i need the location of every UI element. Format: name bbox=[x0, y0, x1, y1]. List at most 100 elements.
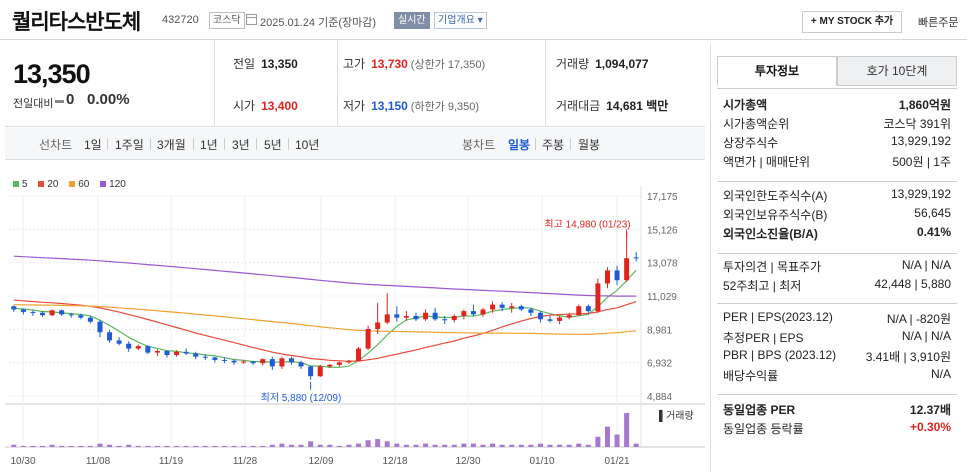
legend-ma5: 5 bbox=[13, 179, 28, 190]
add-my-stock-button[interactable]: + MY STOCK 추가 bbox=[802, 11, 902, 33]
volume-bar bbox=[288, 444, 294, 447]
info-label: 시가총액 bbox=[723, 98, 768, 112]
volume-bar bbox=[432, 444, 438, 447]
info-value: 42,448 | 5,880 bbox=[874, 277, 951, 291]
candle-body bbox=[78, 315, 84, 318]
y-tick-label: 17,175 bbox=[647, 192, 678, 203]
candle-body bbox=[576, 306, 582, 316]
volume-bar bbox=[470, 443, 476, 447]
price-box: 13,350 전일대비 0 0.00% bbox=[5, 40, 215, 127]
info-label: 배당수익률 bbox=[723, 369, 779, 383]
candle-body bbox=[537, 312, 543, 320]
info-row: 투자의견 | 목표주가 N/A | N/A bbox=[723, 258, 951, 276]
quote-summary: 13,350 전일대비 0 0.00% 전일 13,350 고가 13,730 (상한… bbox=[5, 40, 705, 127]
info-value: N/A | N/A bbox=[901, 258, 951, 272]
volume-bar bbox=[164, 445, 170, 447]
volume-bar bbox=[135, 445, 141, 447]
panel-tabs: 투자정보 호가 10단계 bbox=[717, 56, 957, 86]
info-label: PER | EPS(2023.12) bbox=[723, 310, 833, 324]
volume-bar bbox=[298, 444, 304, 447]
ma20-line bbox=[13, 299, 637, 362]
candle-body bbox=[20, 309, 26, 312]
volume-bar bbox=[145, 445, 151, 447]
period-3m[interactable]: 3개월 bbox=[157, 138, 186, 152]
volume-bar bbox=[614, 434, 620, 447]
divider bbox=[337, 40, 338, 127]
volume-bar bbox=[269, 444, 275, 447]
candle-body bbox=[384, 314, 390, 323]
volume-bar bbox=[384, 441, 390, 447]
volume-bar bbox=[413, 444, 419, 447]
legend-ma20: 20 bbox=[38, 179, 58, 190]
period-monthly[interactable]: 월봉 bbox=[578, 138, 601, 152]
volume-bar bbox=[183, 445, 189, 447]
info-value: 1,860억원 bbox=[898, 98, 951, 112]
candle-body bbox=[461, 311, 467, 317]
tab-orderbook-10[interactable]: 호가 10단계 bbox=[837, 56, 957, 86]
candle-body bbox=[604, 270, 610, 284]
period-weekly[interactable]: 주봉 bbox=[542, 138, 565, 152]
ma120-line bbox=[13, 255, 637, 297]
panel-divider bbox=[717, 303, 957, 304]
volume-bar bbox=[202, 445, 208, 447]
stock-header: 퀄리타스반도체 432720 코스닥 2025.01.24 기준(장마감) 실시… bbox=[0, 0, 967, 40]
info-label: 동일업종 PER bbox=[723, 403, 796, 417]
info-value: 56,645 bbox=[914, 206, 951, 220]
info-row: PER | EPS(2023.12) N/A | -820원 bbox=[723, 310, 951, 328]
company-overview-dropdown[interactable]: 기업개요 ▾ bbox=[434, 12, 487, 29]
period-1y[interactable]: 1년 bbox=[200, 138, 218, 152]
candle-body bbox=[528, 309, 534, 313]
period-5y[interactable]: 5년 bbox=[264, 138, 282, 152]
info-row: 외국인보유주식수(B) 56,645 bbox=[723, 206, 951, 224]
volume-bar bbox=[624, 413, 630, 447]
volume-bar bbox=[327, 444, 333, 447]
period-daily[interactable]: 일봉 bbox=[508, 138, 531, 152]
info-value: 0.41% bbox=[916, 225, 951, 239]
y-tick-label: 15,126 bbox=[647, 225, 678, 236]
volume-bar bbox=[260, 445, 266, 447]
info-row: 추정PER | EPS N/A | N/A bbox=[723, 329, 951, 347]
calendar-icon bbox=[246, 14, 257, 25]
volume-bar bbox=[107, 444, 113, 447]
volume: 거래량 1,094,077 bbox=[556, 57, 649, 71]
candle-body bbox=[308, 366, 314, 377]
info-row: 외국인한도주식수(A) 13,929,192 bbox=[723, 187, 951, 205]
candle-body bbox=[336, 362, 342, 365]
info-value: 3.41배 | 3,910원 bbox=[865, 350, 951, 364]
volume-bar bbox=[403, 444, 409, 447]
candle-body bbox=[470, 311, 476, 315]
candle-chart-svg[interactable]: 17,175 15,126 13,078 11,029 8,981 6,932 4,884 1… bbox=[5, 161, 705, 472]
candle-body bbox=[317, 366, 323, 377]
candle-body bbox=[241, 361, 247, 363]
candle-body bbox=[394, 314, 400, 318]
trade-amount: 거래대금 14,681 백만 bbox=[556, 99, 669, 113]
panel-divider bbox=[717, 181, 957, 182]
candle-body bbox=[30, 311, 36, 313]
candle-body bbox=[164, 350, 170, 356]
panel-divider bbox=[717, 253, 957, 254]
period-1w[interactable]: 1주일 bbox=[115, 138, 144, 152]
candle-body bbox=[145, 346, 151, 353]
period-10y[interactable]: 10년 bbox=[295, 138, 320, 152]
tab-investment-info[interactable]: 투자정보 bbox=[717, 56, 837, 86]
info-value: 12.37배 bbox=[909, 403, 951, 417]
period-1d[interactable]: 1일 bbox=[84, 138, 102, 152]
high-price: 고가 13,730 (상한가 17,350) bbox=[343, 57, 486, 71]
volume-bar bbox=[78, 445, 84, 447]
realtime-button[interactable]: 실시간 bbox=[394, 12, 430, 29]
y-tick-label: 13,078 bbox=[647, 259, 678, 270]
candle-body bbox=[59, 310, 65, 315]
info-row: 배당수익률 N/A bbox=[723, 367, 951, 385]
quick-order-link[interactable]: 빠른주문 bbox=[918, 17, 959, 29]
volume-bar bbox=[126, 444, 132, 447]
volume-bar bbox=[97, 443, 103, 447]
volume-bar bbox=[518, 444, 524, 447]
info-row: PBR | BPS (2023.12) 3.41배 | 3,910원 bbox=[723, 348, 951, 366]
volume-bar bbox=[604, 426, 610, 447]
x-tick-label: 12/09 bbox=[308, 456, 333, 467]
volume-bar bbox=[231, 445, 237, 447]
period-3y[interactable]: 3년 bbox=[232, 138, 250, 152]
volume-bar bbox=[154, 445, 160, 447]
info-label: 동일업종 등락률 bbox=[723, 422, 804, 436]
volume-bar bbox=[40, 445, 46, 447]
